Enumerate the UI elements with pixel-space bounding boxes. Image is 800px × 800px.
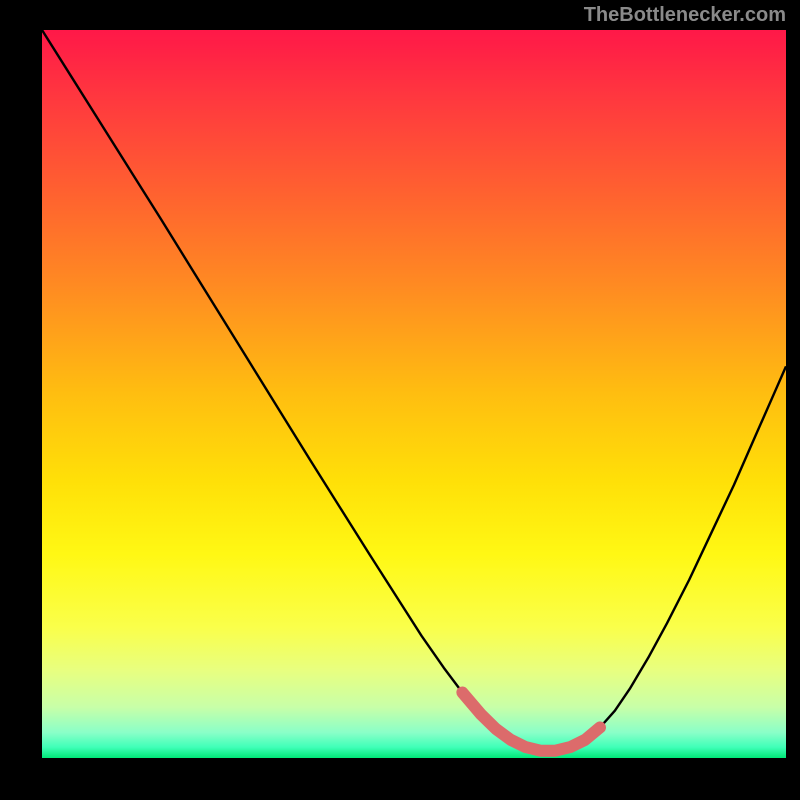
plot-area xyxy=(42,30,786,758)
watermark-text: TheBottlenecker.com xyxy=(584,4,786,27)
gradient-background xyxy=(42,30,786,758)
plot-svg xyxy=(42,30,786,758)
